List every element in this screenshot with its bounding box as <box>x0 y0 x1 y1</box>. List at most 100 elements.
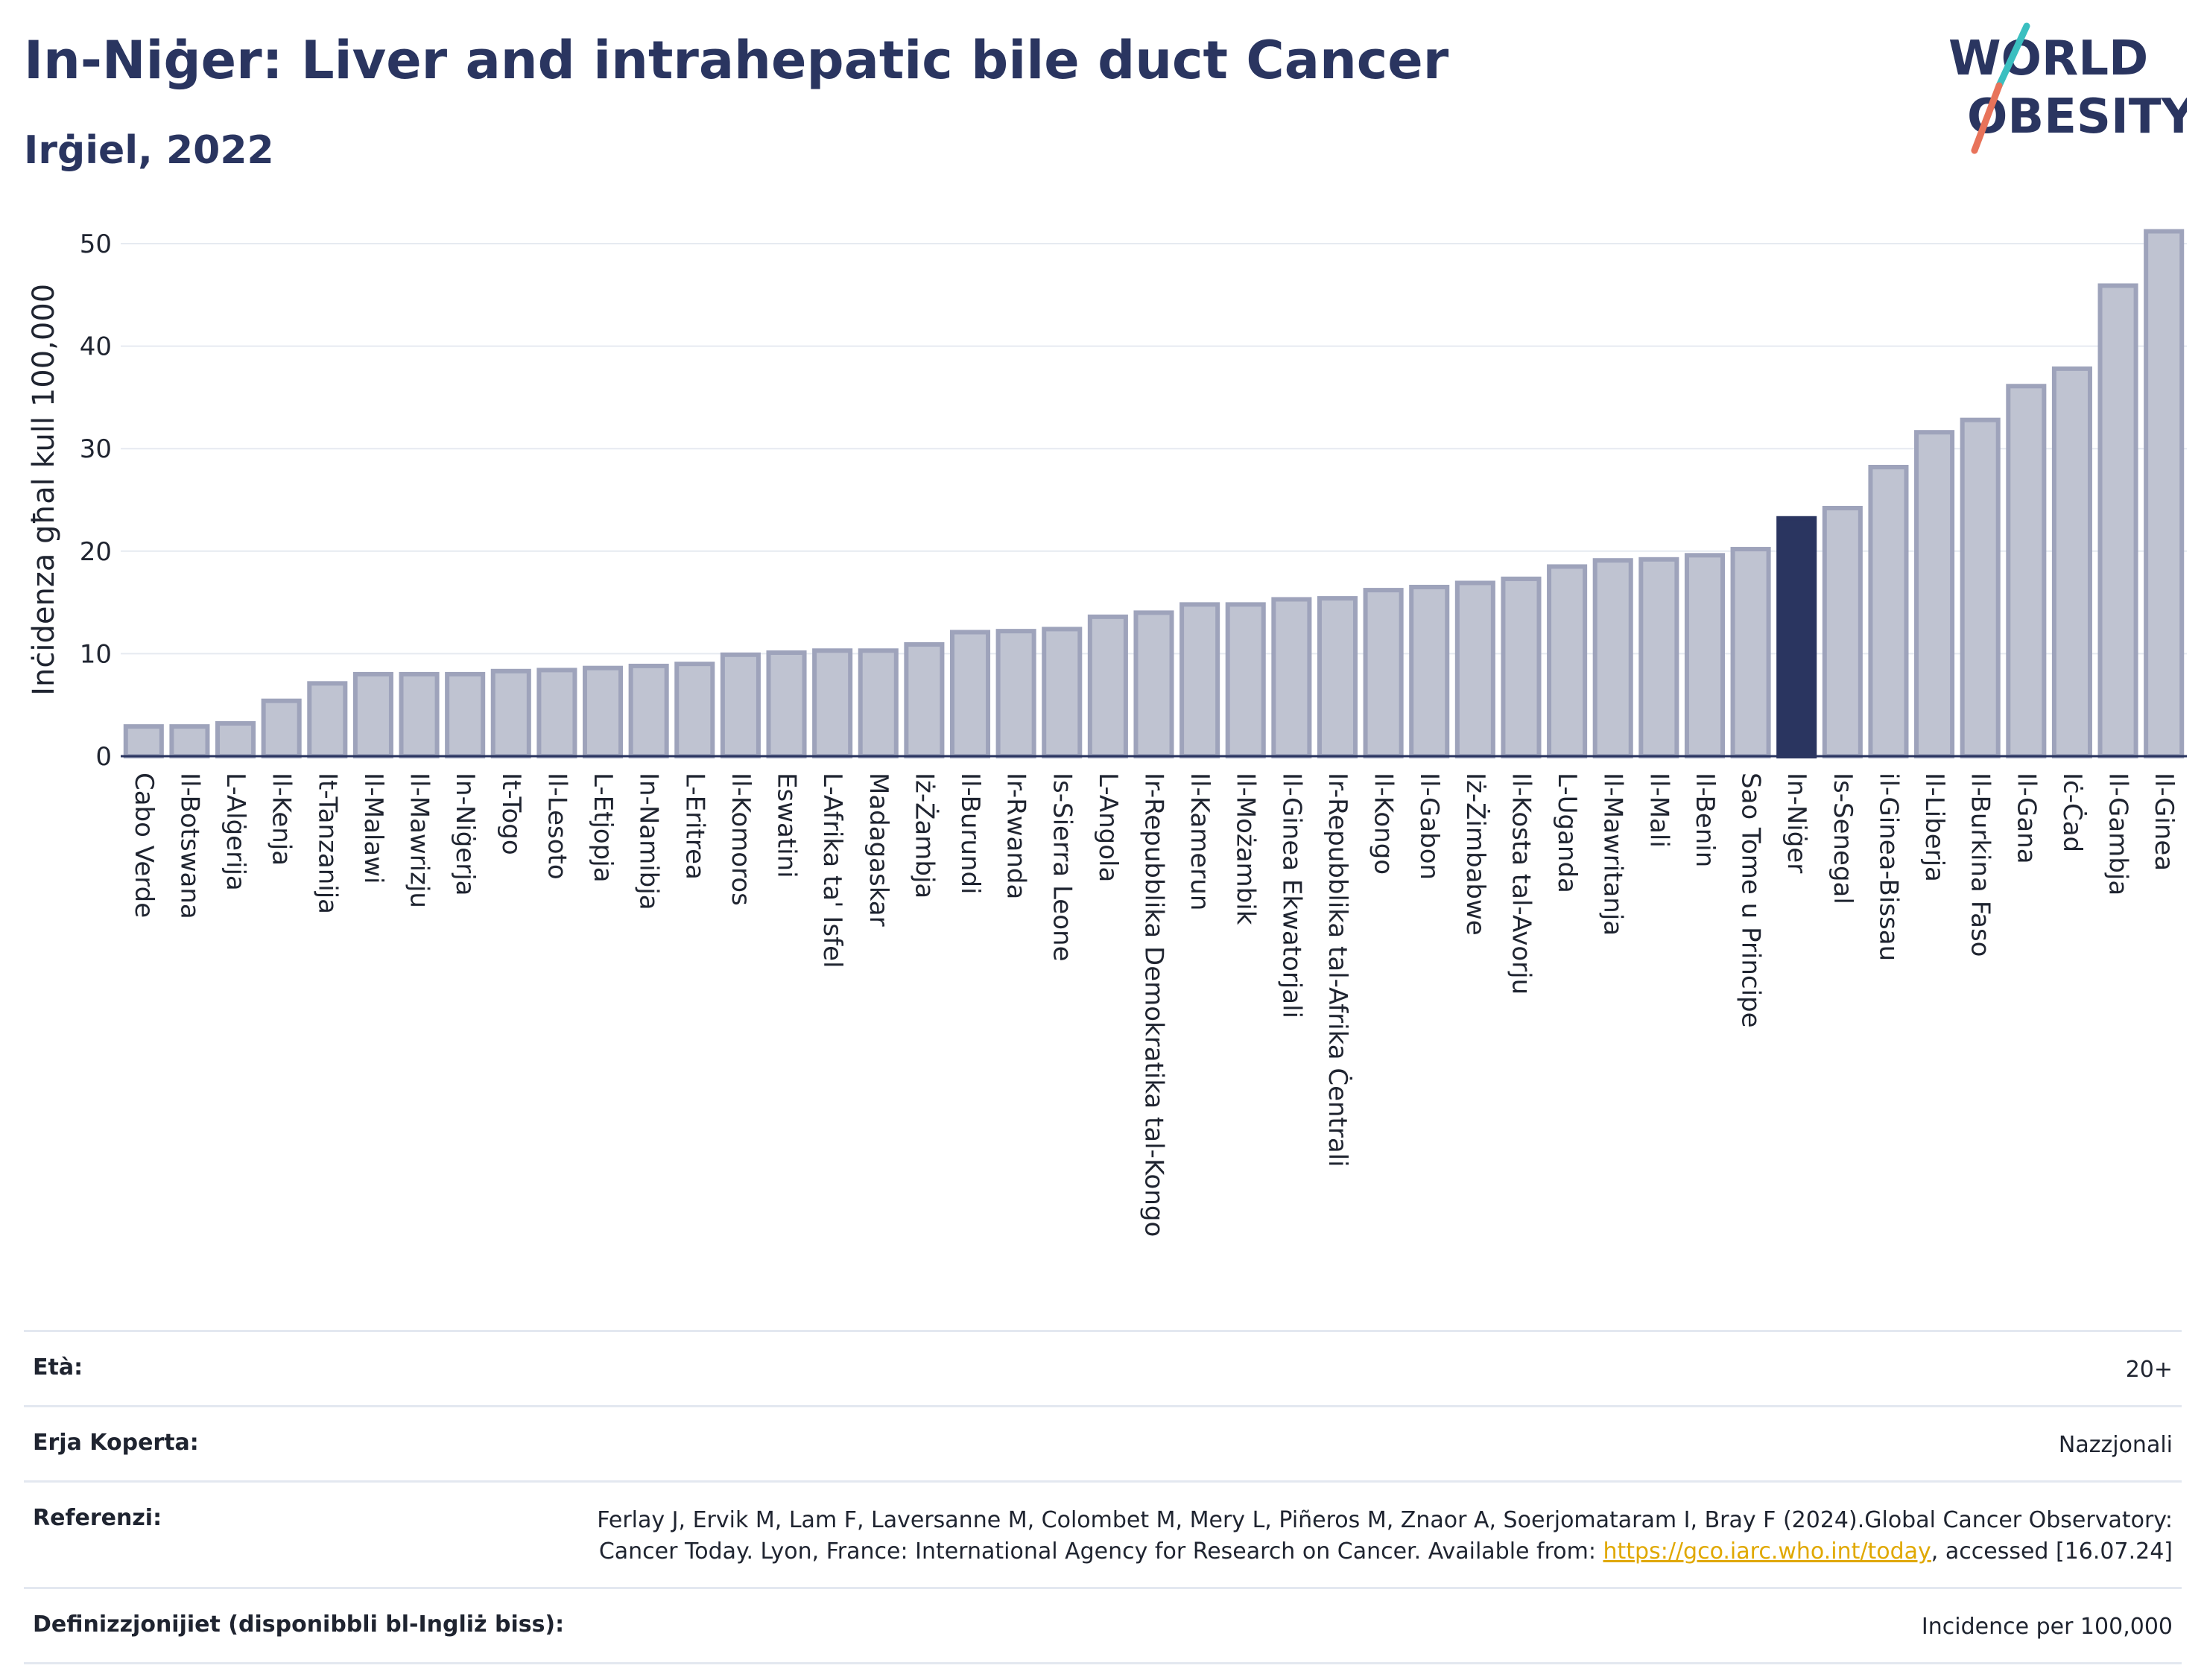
x-category-label: In-Namibja <box>634 773 664 910</box>
x-category-label: Il-Możambik <box>1231 773 1261 925</box>
bar <box>949 630 991 759</box>
bar <box>858 648 899 758</box>
age-value: 20+ <box>2125 1357 2173 1383</box>
bar <box>1317 596 1358 759</box>
x-category-label: Ir-Repubblika Demokratika tal-Kongo <box>1139 773 1169 1237</box>
references-label: Referenzi: <box>33 1505 162 1531</box>
meta-row-age: Età: 20+ <box>24 1330 2182 1405</box>
x-category-label: Il-Benin <box>1690 773 1720 867</box>
x-category-label: Is-Senegal <box>1828 773 1858 904</box>
x-category-label: L-Afrika ta' Isfel <box>817 773 847 968</box>
bar <box>720 652 761 758</box>
x-category-label: Ir-Repubblika tal-Afrika Ċentrali <box>1323 773 1353 1167</box>
bar <box>169 724 210 759</box>
x-category-label: Il-Kosta tal-Avorju <box>1506 773 1536 995</box>
references-value: Ferlay J, Ervik M, Lam F, Laversanne M, … <box>533 1505 2173 1568</box>
x-category-label: il-Ginea-Bissau <box>1873 773 1903 961</box>
references-text-2: , accessed [16.07.24] <box>1931 1538 2173 1565</box>
bar <box>215 720 256 759</box>
x-category-label: Sao Tome u Principe <box>1736 773 1766 1028</box>
x-category-label: Il-Lesoto <box>542 773 571 880</box>
bar <box>2006 384 2047 758</box>
y-axis-ticks: 0 10 20 30 40 50 <box>80 229 112 772</box>
x-category-label: Il-Kamerun <box>1185 773 1215 910</box>
bar <box>352 671 393 758</box>
bar <box>904 642 945 758</box>
x-category-label: Iż-Żambja <box>909 773 939 898</box>
bar <box>995 629 1036 758</box>
x-category-label: It-Togo <box>496 773 526 855</box>
bar-chart: 0 10 20 30 40 50 Cabo Verde Il-Botswana L-Alġer… <box>27 229 2187 1237</box>
x-category-label: Madagaskar <box>864 773 893 927</box>
bar <box>536 668 577 759</box>
bar <box>1684 553 1725 758</box>
x-category-label: In-Niġer <box>1782 773 1811 873</box>
x-category-label: L-Angola <box>1093 773 1123 882</box>
bar <box>261 698 302 758</box>
age-label: Età: <box>33 1354 83 1381</box>
x-category-label: Is-Sierra Leone <box>1047 773 1077 962</box>
x-category-label: Il-Kenja <box>267 773 297 866</box>
x-category-label: Il-Mali <box>1644 773 1673 848</box>
y-tick-label: 40 <box>80 332 112 362</box>
y-tick-label: 10 <box>80 639 112 669</box>
references-link[interactable]: https://gco.iarc.who.int/today <box>1603 1538 1931 1565</box>
bar <box>1822 506 1863 758</box>
x-category-label: Il-Botswana <box>174 773 204 919</box>
bar <box>1271 597 1312 758</box>
x-category-label: Ir-Rwanda <box>1001 773 1031 899</box>
y-tick-label: 20 <box>80 537 112 567</box>
bar <box>1179 602 1220 758</box>
x-category-label: Il-Gambja <box>2103 773 2133 896</box>
x-category-label: Il-Mawritanja <box>1598 773 1628 936</box>
x-category-label: Il-Burkina Faso <box>1966 773 1995 957</box>
logo-line-2: OBESITY <box>1967 89 2187 145</box>
definitions-value: Incidence per 100,000 <box>1921 1614 2173 1640</box>
x-category-label: In-Niġerja <box>450 773 480 896</box>
bar <box>1454 580 1495 758</box>
x-category-label: Iċ-Ċad <box>2057 773 2088 852</box>
logo-slash-top <box>1995 22 2030 89</box>
x-category-label: It-Tanzanija <box>312 773 342 914</box>
bar <box>628 663 669 758</box>
x-category-label: Eswatini <box>772 773 802 878</box>
x-category-label: Il-Mawrizju <box>405 773 434 908</box>
x-category-label: Il-Ginea Ekwatorjali <box>1276 773 1306 1018</box>
bar <box>812 648 853 758</box>
x-category-label: L-Uganda <box>1552 773 1582 893</box>
definitions-label: Definizzjonijiet (disponibbli bl-Ingliż … <box>33 1611 565 1638</box>
bar <box>1638 557 1679 758</box>
logo-line-1: WORLD <box>1948 31 2148 86</box>
x-category-label: Il-Burundi <box>955 773 985 895</box>
x-category-label: L-Alġerija <box>221 773 250 891</box>
x-category-label: Il-Kongo <box>1369 773 1399 875</box>
references-text-1: Ferlay J, Ervik M, Lam F, Laversanne M, … <box>597 1507 2173 1565</box>
meta-row-coverage: Erja Koperta: Nazzjonali <box>24 1405 2182 1480</box>
page-subtitle: Irġiel, 2022 <box>24 128 274 173</box>
world-obesity-logo: WORLD OBESITY <box>1948 22 2187 154</box>
x-category-label: Il-Gabon <box>1414 773 1444 880</box>
bar <box>445 671 486 758</box>
y-tick-label: 50 <box>80 229 112 259</box>
y-tick-label: 0 <box>95 742 112 772</box>
meta-row-references: Referenzi: Ferlay J, Ervik M, Lam F, Lav… <box>24 1480 2182 1587</box>
logo-slash-bottom <box>1971 82 2003 154</box>
bar <box>1042 627 1083 758</box>
x-category-label: Il-Liberja <box>1919 773 1949 882</box>
x-category-label: L-Etjopja <box>588 773 618 883</box>
x-category-label: L-Eritrea <box>680 773 709 880</box>
bar <box>1087 614 1128 759</box>
bar-highlight <box>1776 516 1817 758</box>
bar <box>1363 588 1404 759</box>
bar <box>1547 564 1588 758</box>
metadata-table: Età: 20+ Erja Koperta: Nazzjonali Refere… <box>24 1330 2182 1664</box>
bar <box>399 671 440 758</box>
bar <box>1914 430 1955 758</box>
x-axis-labels: Cabo Verde Il-Botswana L-Alġerija Il-Kenja I… <box>129 773 2179 1237</box>
x-category-label: Il-Ginea <box>2149 773 2179 871</box>
bars <box>123 229 2185 759</box>
x-category-label: Il-Malawi <box>358 773 388 884</box>
bar <box>1409 584 1450 759</box>
bar <box>583 665 624 758</box>
bar <box>490 668 531 758</box>
